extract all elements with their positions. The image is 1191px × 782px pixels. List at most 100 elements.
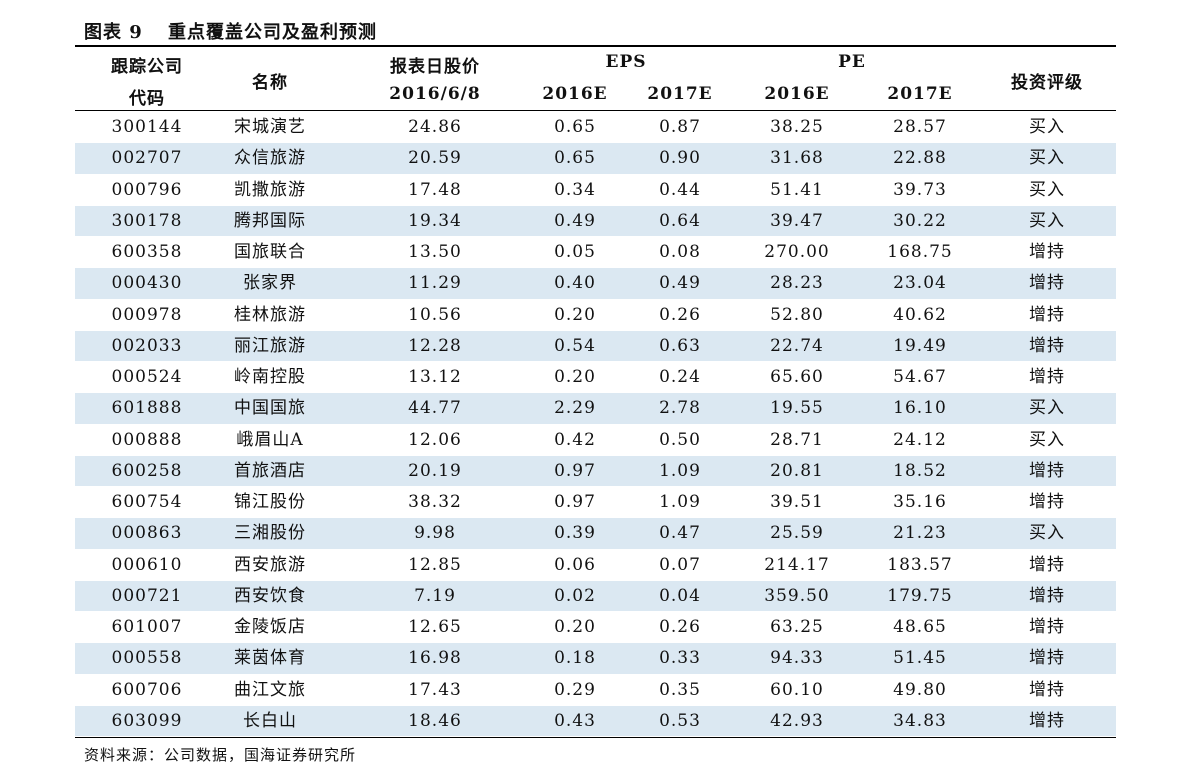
table-cell: 0.65 xyxy=(554,117,596,137)
table-cell: 0.26 xyxy=(659,304,701,325)
row-band xyxy=(75,705,1116,736)
table-cell: 增持 xyxy=(1029,710,1065,731)
table-cell: 0.26 xyxy=(659,617,701,637)
table-cell: 19.55 xyxy=(770,398,824,419)
table-cell: 买入 xyxy=(1029,179,1065,200)
table-cell: 增持 xyxy=(1029,617,1065,637)
table-cell: 38.25 xyxy=(770,117,824,137)
row-band xyxy=(75,518,1116,549)
table-cell: 214.17 xyxy=(764,554,830,575)
table-cell: 000430 xyxy=(111,273,183,294)
table-cell: 0.20 xyxy=(554,617,596,637)
table-cell: 25.59 xyxy=(770,523,824,544)
row-band xyxy=(75,205,1116,236)
table-cell: 0.08 xyxy=(659,242,701,262)
table-cell: 21.23 xyxy=(893,523,947,544)
table-cell: 35.16 xyxy=(893,492,947,512)
table-cell: 48.65 xyxy=(893,617,947,637)
header-cell: EPS xyxy=(605,52,647,72)
table-cell: 179.75 xyxy=(887,585,953,606)
table-cell: 增持 xyxy=(1029,648,1065,669)
table-cell: 24.86 xyxy=(408,117,462,137)
table-cell: 000796 xyxy=(111,179,183,200)
table-cell: 买入 xyxy=(1029,210,1065,231)
table-cell: 63.25 xyxy=(770,617,824,637)
table-cell: 17.43 xyxy=(408,679,462,700)
table-cell: 22.74 xyxy=(770,335,824,356)
table-cell: 359.50 xyxy=(764,585,830,606)
table-cell: 54.67 xyxy=(893,367,947,387)
row-band xyxy=(75,455,1116,486)
table-cell: 51.45 xyxy=(893,648,947,669)
table-cell: 0.49 xyxy=(554,210,596,231)
table-cell: 000978 xyxy=(111,304,183,325)
table-cell: 西安旅游 xyxy=(234,554,306,575)
table-cell: 0.65 xyxy=(554,148,596,169)
row-band xyxy=(75,580,1116,611)
source-note: 资料来源：公司数据，国海证券研究所 xyxy=(84,746,357,764)
table-cell: 1.09 xyxy=(659,460,701,481)
header-cell: 2016E xyxy=(542,84,608,104)
table-cell: 24.12 xyxy=(893,429,947,450)
table-cell: 增持 xyxy=(1029,585,1065,606)
table-cell: 19.49 xyxy=(893,335,947,356)
table-cell: 39.51 xyxy=(770,492,824,512)
table-cell: 000863 xyxy=(111,523,183,544)
header-rule xyxy=(75,110,1116,111)
table-cell: 0.29 xyxy=(554,679,596,700)
table-cell: 20.19 xyxy=(408,460,462,481)
table-cell: 0.05 xyxy=(554,242,596,262)
table-cell: 众信旅游 xyxy=(234,148,306,169)
table-cell: 52.80 xyxy=(770,304,824,325)
table-cell: 三湘股份 xyxy=(234,523,306,544)
table-cell: 0.97 xyxy=(554,492,596,512)
table-cell: 增持 xyxy=(1029,304,1065,325)
table-cell: 0.64 xyxy=(659,210,701,231)
table-cell: 桂林旅游 xyxy=(234,304,306,325)
table-cell: 000610 xyxy=(111,554,183,575)
top-rule xyxy=(75,45,1116,47)
table-cell: 002033 xyxy=(111,335,183,356)
table-cell: 51.41 xyxy=(770,179,824,200)
table-cell: 44.77 xyxy=(408,398,462,419)
table-cell: 0.49 xyxy=(659,273,701,294)
bottom-rule xyxy=(75,737,1116,738)
table-cell: 34.83 xyxy=(893,710,947,731)
table-cell: 0.54 xyxy=(554,335,596,356)
table-cell: 0.07 xyxy=(659,554,701,575)
row-band xyxy=(75,643,1116,674)
table-cell: 65.60 xyxy=(770,367,824,387)
table-cell: 腾邦国际 xyxy=(234,210,306,231)
table-cell: 94.33 xyxy=(770,648,824,669)
table-cell: 增持 xyxy=(1029,335,1065,356)
table-cell: 0.90 xyxy=(659,148,701,169)
table-cell: 中国国旅 xyxy=(234,398,306,419)
table-cell: 首旅酒店 xyxy=(234,460,306,481)
table-cell: 岭南控股 xyxy=(234,367,306,387)
table-cell: 18.52 xyxy=(893,460,947,481)
table-cell: 12.06 xyxy=(408,429,462,450)
table-cell: 31.68 xyxy=(770,148,824,169)
table-cell: 12.28 xyxy=(408,335,462,356)
table-cell: 49.80 xyxy=(893,679,947,700)
table-cell: 168.75 xyxy=(887,242,953,262)
table-cell: 16.10 xyxy=(893,398,947,419)
table-cell: 0.34 xyxy=(554,179,596,200)
header-cell: 2017E xyxy=(887,84,953,104)
table-cell: 0.33 xyxy=(659,648,701,669)
table-cell: 7.19 xyxy=(414,585,456,606)
table-cell: 000524 xyxy=(111,367,183,387)
table-cell: 9.98 xyxy=(414,523,456,544)
table-cell: 30.22 xyxy=(893,210,947,231)
table-cell: 国旅联合 xyxy=(234,242,306,262)
table-cell: 600258 xyxy=(111,460,183,481)
table-cell: 买入 xyxy=(1029,429,1065,450)
table-cell: 22.88 xyxy=(893,148,947,169)
table-cell: 增持 xyxy=(1029,242,1065,262)
table-cell: 金陵饭店 xyxy=(234,617,306,637)
table-cell: 买入 xyxy=(1029,148,1065,169)
header-cell: 投资评级 xyxy=(1011,73,1083,93)
table-cell: 28.23 xyxy=(770,273,824,294)
table-cell: 40.62 xyxy=(893,304,947,325)
table-cell: 0.24 xyxy=(659,367,701,387)
